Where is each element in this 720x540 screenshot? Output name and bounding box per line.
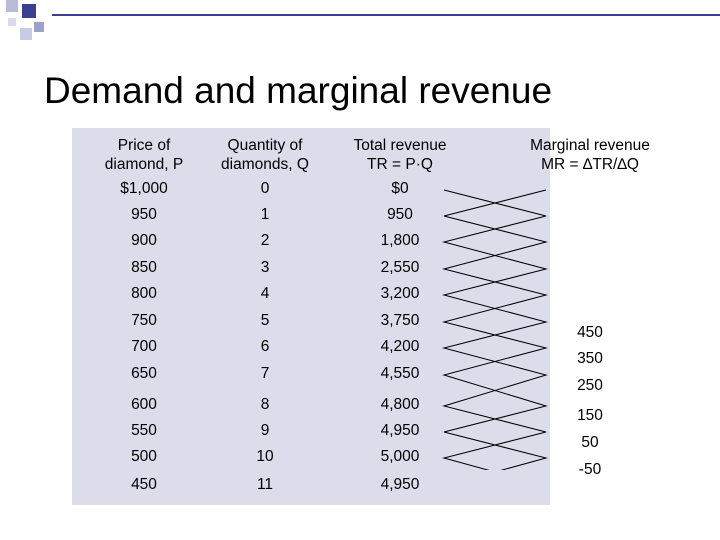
decor-square: [8, 18, 16, 26]
cell-quantity: 3: [260, 259, 270, 276]
header-marginal-revenue-line1: Marginal revenue: [530, 137, 650, 154]
cell-price: 850: [131, 259, 157, 276]
header-quantity-line1: Quantity of: [227, 137, 303, 154]
cell-tr: 4,950: [380, 476, 420, 493]
header-total-revenue-line2: TR = P·Q: [367, 156, 433, 173]
decor-square: [34, 22, 44, 32]
cell-tr: $0: [391, 180, 409, 197]
cell-tr: 3,200: [380, 285, 420, 302]
marginal-revenue-value: 450: [577, 324, 603, 341]
header-total-revenue: Total revenue TR = P·Q: [340, 136, 460, 174]
cell-tr: 950: [387, 206, 413, 223]
marginal-revenue-value: 250: [577, 377, 603, 394]
header-rule: [52, 14, 720, 16]
cell-price: 950: [131, 206, 157, 223]
cell-price: 900: [131, 232, 157, 249]
cell-tr: 2,550: [380, 259, 420, 276]
cell-tr: 3,750: [380, 312, 420, 329]
cell-tr: 5,000: [380, 448, 420, 465]
cell-price: 650: [131, 365, 157, 382]
cell-tr: 4,550: [380, 365, 420, 382]
cell-tr: 4,200: [380, 338, 420, 355]
cell-quantity: 11: [256, 476, 274, 493]
cell-quantity: 7: [260, 365, 270, 382]
slide-title: Demand and marginal revenue: [44, 70, 553, 111]
cell-price: 750: [131, 312, 157, 329]
header-price: Price of diamond, P: [84, 136, 204, 174]
cell-price: 800: [131, 285, 157, 302]
marginal-revenue-value: 150: [577, 407, 603, 424]
decor-square: [6, 0, 18, 12]
header-price-line2: diamond, P: [104, 156, 184, 173]
marginal-revenue-value: 350: [577, 350, 603, 367]
table-panel: [72, 128, 550, 505]
cell-tr: 4,950: [380, 422, 420, 439]
header-marginal-revenue: Marginal revenue MR = ∆TR/∆Q: [515, 136, 665, 174]
decor-square: [20, 28, 32, 40]
header-quantity: Quantity of diamonds, Q: [205, 136, 325, 174]
header-marginal-revenue-line2: MR = ∆TR/∆Q: [541, 156, 639, 173]
zigzag-lines: [442, 189, 548, 470]
marginal-revenue-value: -50: [578, 461, 602, 478]
cell-price: 600: [131, 396, 157, 413]
cell-quantity: 0: [260, 180, 270, 197]
cell-quantity: 10: [256, 448, 274, 465]
header-price-line1: Price of: [117, 137, 171, 154]
header-quantity-line2: diamonds, Q: [221, 156, 309, 173]
cell-tr: 4,800: [380, 396, 420, 413]
header-total-revenue-line1: Total revenue: [353, 137, 447, 154]
cell-price: 450: [131, 476, 157, 493]
cell-price: $1,000: [120, 180, 168, 197]
cell-quantity: 6: [260, 338, 270, 355]
cell-price: 700: [131, 338, 157, 355]
cell-quantity: 9: [260, 422, 270, 439]
difference-zigzag: [442, 189, 548, 470]
cell-price: 550: [131, 422, 157, 439]
cell-quantity: 1: [260, 206, 270, 223]
cell-price: 500: [131, 448, 157, 465]
cell-quantity: 4: [260, 285, 270, 302]
marginal-revenue-value: 50: [581, 434, 599, 451]
cell-quantity: 8: [260, 396, 270, 413]
decor-square: [22, 4, 36, 18]
cell-quantity: 5: [260, 312, 270, 329]
cell-tr: 1,800: [380, 232, 420, 249]
cell-quantity: 2: [260, 232, 270, 249]
